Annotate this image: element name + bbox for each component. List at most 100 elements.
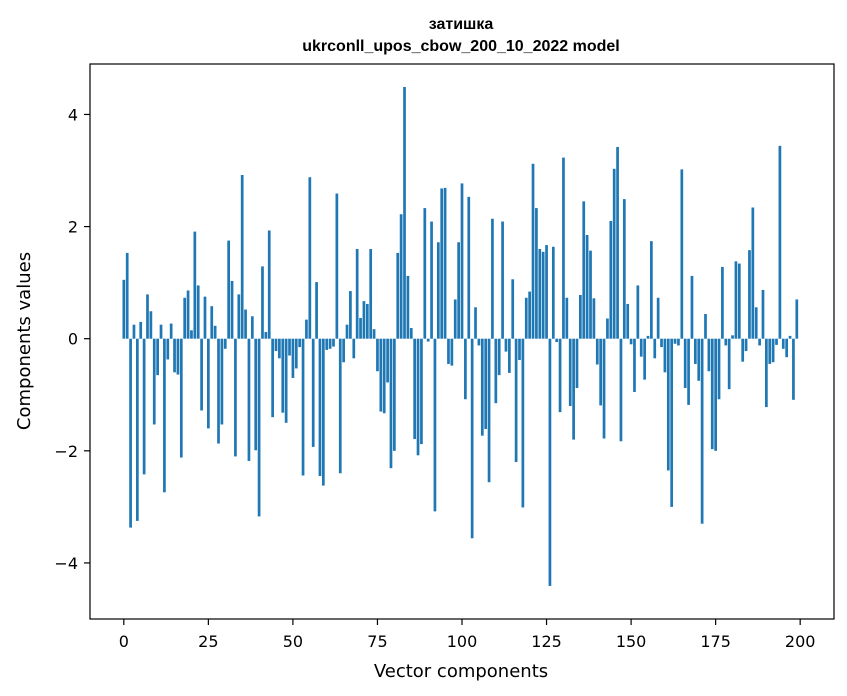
- bar: [220, 338, 224, 425]
- bar: [622, 199, 626, 339]
- x-tick-label: 0: [119, 632, 129, 651]
- bar: [376, 338, 379, 372]
- bar: [606, 318, 609, 339]
- bar: [616, 146, 619, 339]
- bar: [660, 338, 663, 348]
- bar: [159, 324, 163, 339]
- bar: [406, 275, 410, 339]
- bar: [575, 338, 579, 389]
- bar: [656, 297, 660, 339]
- bar: [697, 338, 701, 381]
- bar: [731, 335, 734, 339]
- bar: [690, 275, 694, 339]
- bar: [687, 338, 690, 405]
- bar: [311, 338, 315, 447]
- bar: [771, 338, 775, 363]
- bar: [152, 338, 156, 425]
- bar: [507, 338, 511, 373]
- bar: [480, 338, 484, 436]
- bar: [409, 328, 413, 339]
- bar: [389, 338, 393, 469]
- bar: [470, 338, 474, 539]
- bar: [639, 338, 643, 357]
- bar: [328, 338, 332, 349]
- bar: [579, 294, 582, 339]
- bar: [132, 324, 136, 339]
- bar: [646, 335, 650, 339]
- bar: [288, 338, 291, 356]
- bar: [727, 338, 731, 390]
- y-tick-label: 0: [68, 330, 78, 349]
- bar: [369, 249, 373, 339]
- bar: [788, 335, 792, 339]
- bar: [227, 240, 231, 339]
- bar: [768, 338, 772, 364]
- bar: [399, 214, 403, 339]
- bar: [443, 187, 447, 339]
- bar: [362, 301, 366, 339]
- bar: [464, 338, 467, 400]
- bar: [396, 252, 400, 339]
- bar: [531, 163, 535, 339]
- bar: [677, 338, 680, 346]
- bar: [156, 338, 159, 376]
- bar: [294, 338, 298, 369]
- bar: [734, 261, 738, 339]
- bar: [213, 325, 217, 339]
- bar: [169, 323, 173, 339]
- bar: [166, 338, 170, 360]
- bar: [494, 338, 498, 404]
- bar: [416, 338, 420, 456]
- bar: [538, 249, 542, 339]
- bar: [589, 250, 592, 339]
- bar: [535, 208, 538, 339]
- bar: [413, 338, 417, 440]
- bar: [592, 298, 596, 339]
- bar: [582, 201, 586, 339]
- bar: [223, 338, 227, 349]
- bar: [741, 338, 745, 362]
- x-tick-label: 75: [367, 632, 387, 651]
- bar: [217, 338, 220, 444]
- bar: [487, 338, 491, 483]
- bar: [264, 331, 268, 339]
- bar: [501, 221, 504, 339]
- bar: [785, 338, 789, 358]
- bar: [555, 338, 559, 343]
- bar: [365, 303, 369, 339]
- bar: [321, 338, 325, 486]
- bar: [602, 338, 606, 439]
- bar: [420, 338, 423, 445]
- bar: [352, 338, 356, 359]
- bar: [237, 294, 241, 339]
- bar: [666, 338, 670, 471]
- bar: [247, 338, 251, 461]
- bar: [423, 208, 427, 339]
- bar: [234, 338, 237, 457]
- bar: [609, 220, 613, 339]
- bar: [149, 311, 153, 339]
- bar: [541, 251, 545, 339]
- bar: [244, 309, 247, 339]
- bar: [433, 338, 437, 512]
- bar: [139, 321, 143, 339]
- bar: [349, 291, 352, 339]
- bar: [680, 169, 684, 339]
- bar: [595, 338, 599, 365]
- bar: [359, 317, 362, 339]
- bar: [176, 338, 180, 375]
- bar: [599, 338, 603, 406]
- bar: [795, 299, 799, 339]
- bar: [325, 338, 329, 350]
- bar: [200, 338, 203, 411]
- bar: [315, 282, 318, 339]
- bar: [707, 338, 711, 372]
- chart-subtitle: ukrconll_upos_cbow_200_10_2022 model: [302, 38, 619, 55]
- bar: [744, 338, 748, 352]
- bar: [125, 252, 129, 339]
- bar: [430, 221, 433, 339]
- bar: [186, 290, 190, 339]
- bar: [261, 266, 264, 339]
- bar: [386, 338, 389, 383]
- bar: [619, 338, 623, 442]
